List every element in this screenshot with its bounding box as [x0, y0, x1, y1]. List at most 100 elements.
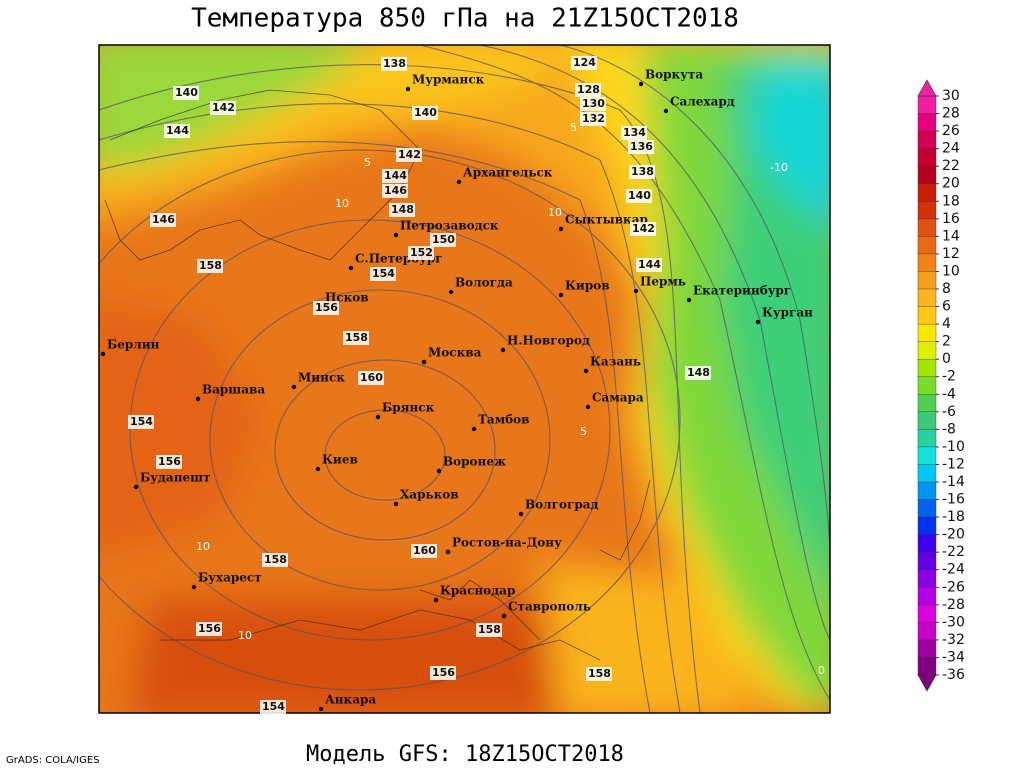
- city-label: Самара: [592, 391, 644, 405]
- city-label: Бухарест: [198, 571, 262, 585]
- colorbar-segment: [917, 481, 937, 501]
- height-label-box: [430, 666, 456, 680]
- height-label: 124: [573, 56, 596, 69]
- city-label: Минск: [298, 371, 345, 385]
- colorbar-segment: [917, 236, 937, 255]
- height-label-box: [260, 700, 286, 714]
- colorbar-label: -28: [942, 597, 965, 613]
- height-label-box: [575, 83, 601, 97]
- height-label: 138: [383, 57, 406, 70]
- colorbar-label: -14: [942, 474, 965, 490]
- colorbar-label: 26: [942, 123, 960, 139]
- temperature-label: 10: [548, 206, 562, 219]
- height-label-box: [580, 112, 606, 126]
- colorbar-segment: [917, 429, 937, 448]
- model-label: Модель GFS: 18Z15OCT2018: [306, 742, 624, 767]
- city-dot: [405, 86, 411, 92]
- city-dot: [191, 584, 197, 590]
- city-dot: [291, 384, 297, 390]
- city-label: Харьков: [400, 488, 459, 502]
- colorbar-label: -16: [942, 492, 965, 508]
- temperature-label: 10: [196, 540, 210, 553]
- city-dot: [433, 597, 439, 603]
- height-label-box: [197, 259, 223, 273]
- colorbar-segment: [917, 604, 937, 624]
- height-label: 144: [638, 258, 661, 271]
- height-label: 158: [345, 331, 368, 344]
- city-dot: [686, 297, 692, 303]
- map-frame: [98, 44, 831, 714]
- city-dot: [448, 289, 454, 295]
- height-label: 158: [478, 623, 501, 636]
- height-label-box: [196, 622, 222, 636]
- city-dot: [558, 292, 564, 298]
- height-label: 138: [631, 165, 654, 178]
- city-label: Тамбов: [478, 413, 529, 427]
- height-label: 148: [687, 366, 710, 379]
- temperature-label: 10: [335, 197, 349, 210]
- height-label-box: [685, 366, 711, 380]
- city-label: Варшава: [202, 383, 265, 397]
- height-label-box: [476, 623, 502, 637]
- height-label-box: [626, 189, 652, 203]
- city-label: Брянск: [382, 401, 435, 415]
- colorbar: 302826242220181614121086420-2-4-6-8-10-1…: [917, 79, 965, 692]
- height-label: 140: [175, 86, 198, 99]
- city-label: Вологда: [455, 276, 513, 290]
- temperature-label: 5: [364, 156, 371, 169]
- city-dot: [195, 396, 201, 402]
- colorbar-segment: [917, 516, 937, 536]
- colorbar-label: -18: [942, 509, 965, 525]
- colorbar-label: 12: [942, 246, 960, 262]
- city-dot: [133, 484, 139, 490]
- height-label: 160: [360, 371, 383, 384]
- height-label: 154: [372, 267, 395, 280]
- height-label: 160: [413, 544, 436, 557]
- height-label: 158: [199, 259, 222, 272]
- city-dot: [436, 468, 442, 474]
- colorbar-label: 6: [942, 299, 951, 315]
- colorbar-label: -4: [942, 386, 956, 402]
- height-label: 156: [158, 455, 181, 468]
- colorbar-segment: [917, 323, 937, 343]
- colorbar-label: -6: [942, 404, 956, 420]
- city-label: Воркута: [645, 68, 703, 82]
- height-label-box: [262, 553, 288, 567]
- height-label-box: [156, 455, 182, 469]
- colorbar-label: -8: [942, 421, 956, 437]
- height-label: 130: [582, 97, 605, 110]
- colorbar-label: -20: [942, 527, 965, 543]
- height-label: 150: [432, 233, 455, 246]
- city-dot: [755, 319, 761, 325]
- height-label-box: [370, 267, 396, 281]
- height-label: 140: [414, 106, 437, 119]
- height-label: 142: [632, 222, 655, 235]
- colorbar-segment: [917, 411, 937, 431]
- city-dot: [471, 426, 477, 432]
- height-label-box: [629, 165, 655, 179]
- colorbar-label: 2: [942, 334, 951, 350]
- height-label: 140: [628, 189, 651, 202]
- height-label: 132: [582, 112, 605, 125]
- colorbar-label: 16: [942, 211, 960, 227]
- colorbar-segment: [917, 341, 937, 360]
- height-label: 134: [623, 126, 646, 139]
- height-label-box: [164, 124, 190, 138]
- height-label-box: [621, 126, 647, 140]
- height-label-box: [173, 86, 199, 100]
- height-label: 156: [315, 301, 338, 314]
- colorbar-label: 24: [942, 141, 960, 157]
- height-label-box: [358, 371, 384, 385]
- height-label-box: [313, 301, 339, 315]
- city-dot: [393, 232, 399, 238]
- colorbar-label: 8: [942, 281, 951, 297]
- height-label-box: [571, 56, 597, 70]
- colorbar-segment: [917, 148, 937, 167]
- city-dot: [558, 226, 564, 232]
- colorbar-segment: [917, 551, 937, 571]
- title: Температура 850 гПа на 21Z15OCT2018: [191, 4, 739, 34]
- height-label-box: [408, 246, 434, 260]
- colorbar-label: 30: [942, 88, 960, 104]
- colorbar-segment: [917, 130, 937, 150]
